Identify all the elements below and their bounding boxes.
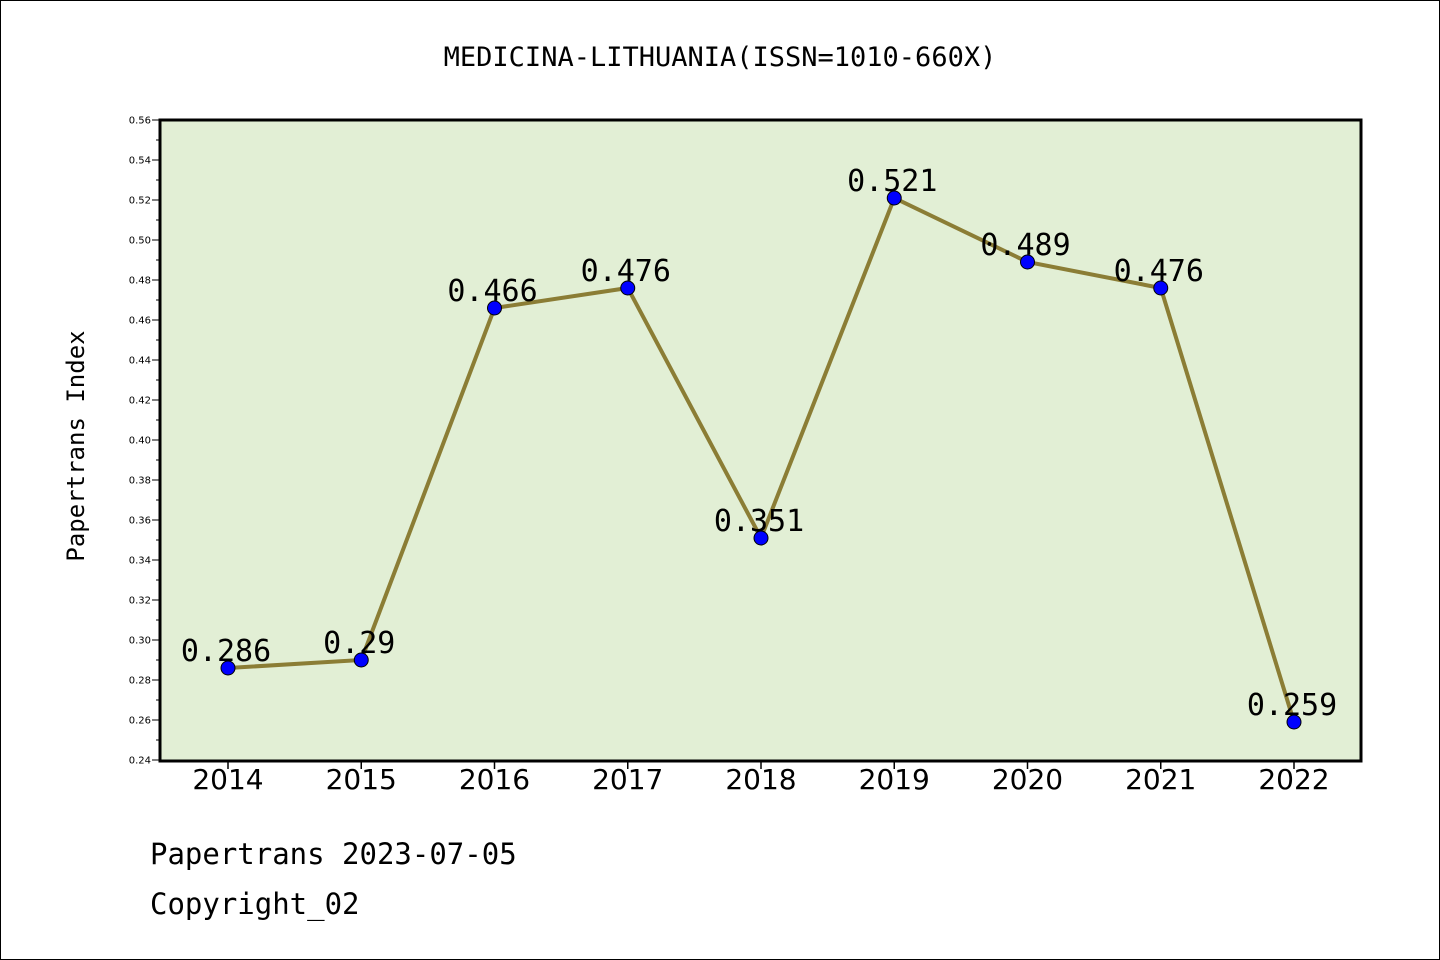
y-tick-label: 0.30 <box>129 636 151 647</box>
data-label: 0.476 <box>1114 254 1204 289</box>
data-markers <box>220 190 1302 730</box>
x-tick-label: 2022 <box>1258 763 1329 796</box>
y-tick-label: 0.24 <box>129 756 151 767</box>
y-tick-label: 0.50 <box>129 236 151 247</box>
plot-area <box>158 118 1363 763</box>
data-point <box>620 280 636 296</box>
x-tick-label: 2016 <box>459 763 530 796</box>
x-tick-label: 2017 <box>592 763 663 796</box>
x-axis: 2014 2015 2016 2017 2018 2019 2020 2021 2022 <box>192 760 1330 796</box>
y-axis-label: Papertrans Index <box>62 330 90 561</box>
y-tick-label: 0.26 <box>129 716 151 727</box>
data-point <box>1286 714 1302 730</box>
data-point <box>220 660 236 676</box>
y-tick-label: 0.48 <box>129 276 151 287</box>
y-tick-label: 0.36 <box>129 516 151 527</box>
y-tick-label: 0.56 <box>129 116 151 127</box>
x-tick-label: 2019 <box>859 763 930 796</box>
footer-copyright: Copyright_02 <box>150 887 360 922</box>
x-tick-label: 2018 <box>725 763 796 796</box>
x-tick-label: 2015 <box>326 763 397 796</box>
y-tick-label: 0.32 <box>129 596 151 607</box>
y-tick-label: 0.40 <box>129 436 151 447</box>
y-tick-label: 0.54 <box>129 156 151 167</box>
data-label: 0.466 <box>447 274 537 309</box>
data-point <box>487 300 502 316</box>
y-tick-label: 0.38 <box>129 476 151 487</box>
y-tick-label: 0.46 <box>129 316 151 327</box>
y-tick-label: 0.44 <box>129 356 151 367</box>
x-tick-label: 2020 <box>992 763 1063 796</box>
x-tick-label: 2021 <box>1125 763 1196 796</box>
data-point <box>353 652 369 668</box>
y-axis: 0.24 0.26 0.28 0.30 0.32 0.34 0.36 0.38 0.40 0.42… <box>129 116 160 767</box>
data-labels: 0.286 0.29 0.466 0.476 0.351 0.521 0.489 0.476 0… <box>181 164 1337 723</box>
data-label: 0.489 <box>980 228 1070 263</box>
data-point <box>886 190 902 206</box>
y-tick-label: 0.28 <box>129 676 151 687</box>
y-tick-label: 0.52 <box>129 196 151 207</box>
data-label: 0.521 <box>847 164 937 199</box>
x-tick-label: 2014 <box>192 763 263 796</box>
data-point <box>753 530 769 546</box>
y-tick-label: 0.42 <box>129 396 151 407</box>
footer-date: Papertrans 2023-07-05 <box>150 837 517 871</box>
data-point <box>1020 254 1035 270</box>
data-label: 0.259 <box>1247 688 1337 723</box>
data-label: 0.351 <box>714 504 804 539</box>
data-label: 0.286 <box>181 634 271 669</box>
data-point <box>1153 280 1169 296</box>
data-label: 0.476 <box>581 254 671 289</box>
chart-title: MEDICINA-LITHUANIA(ISSN=1010-660X) <box>444 42 997 73</box>
data-label: 0.29 <box>323 626 395 661</box>
y-tick-label: 0.34 <box>129 556 151 567</box>
